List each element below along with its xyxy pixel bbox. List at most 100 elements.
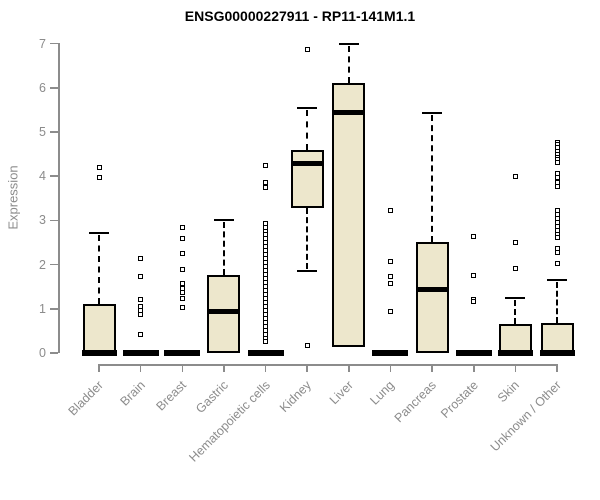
box-3 [207,275,241,353]
whisker-low-line [306,208,309,269]
chart-title: ENSG00000227911 - RP11-141M1.1 [184,8,416,24]
whisker-high-line [98,234,100,305]
outlier-point [387,207,393,213]
outlier-point [387,309,393,315]
median-bar [207,308,241,314]
x-axis-tick [348,364,350,372]
outlier-point [179,295,185,301]
outlier-point [96,175,102,181]
outlier-point [512,265,518,271]
outlier-point [263,339,269,345]
y-tick-label: 1 [39,301,46,316]
outlier-point [387,274,393,280]
x-tick-label: Unknown / Other [487,378,564,455]
whisker-high-cap [213,218,234,221]
outlier-point [512,173,518,179]
outlier-point [554,260,560,266]
y-axis-tick [50,42,58,45]
x-axis-tick [556,364,558,372]
whisker-high-cap [505,297,526,300]
median-bar [372,350,409,356]
outlier-point [179,224,185,230]
y-axis-label: Expression [5,165,21,230]
whisker-high-line [306,110,309,151]
median-bar [290,161,324,167]
outlier-point [179,285,185,291]
y-axis-tick [50,131,58,133]
x-axis-tick [306,364,308,372]
y-axis-tick [50,219,58,222]
x-axis-tick [514,364,517,372]
median-bar [332,110,366,116]
whisker-high-line [556,282,559,323]
y-axis-line [58,43,60,354]
x-axis-tick [223,364,225,372]
y-tick-label: 3 [39,213,46,228]
y-tick-label: 2 [39,257,46,272]
y-axis-tick [50,352,58,354]
y-tick-label: 7 [39,36,46,51]
box-11 [540,322,574,353]
median-bar [415,287,449,293]
box-10 [498,323,532,353]
x-axis-tick [431,364,433,372]
outlier-point [554,175,560,181]
y-tick-label: 5 [39,125,46,139]
whisker-high-cap [338,42,359,45]
outlier-point [387,280,393,286]
outlier-point [179,250,185,256]
median-bar [164,350,201,356]
outlier-point [138,256,144,262]
x-axis-tick [98,364,100,372]
outlier-point [554,234,560,240]
outlier-point [138,332,144,338]
outlier-point [512,240,518,246]
median-bar [539,350,575,356]
outlier-point [138,296,144,302]
whisker-high-cap [89,231,109,234]
whisker-high-line [222,221,225,276]
outlier-point [554,184,560,190]
outlier-point [471,272,477,278]
x-axis-tick [389,364,392,372]
y-axis-tick [50,308,58,310]
outlier-point [554,249,560,255]
y-axis-tick [50,263,58,266]
whisker-high-cap [547,279,568,282]
outlier-point [471,233,477,239]
box-5 [290,150,324,208]
box-8 [415,242,449,353]
whisker-high-line [347,45,350,83]
x-axis-tick [264,364,267,372]
outlier-point [179,235,185,241]
x-axis-tick [139,364,142,372]
box-6 [332,82,366,347]
outlier-point [471,298,477,304]
y-tick-label: 4 [39,169,46,184]
outlier-point [554,170,560,176]
box-0 [82,304,116,353]
x-axis-tick [473,364,475,372]
median-bar [497,350,533,356]
whisker-high-line [431,114,434,243]
outlier-point [96,165,102,171]
outlier-point [263,162,269,168]
outlier-point [138,274,144,280]
whisker-high-cap [422,111,443,114]
outlier-point [304,47,310,53]
median-bar [455,350,492,356]
outlier-point [263,184,269,190]
outlier-point [304,343,310,349]
y-axis-tick [50,175,58,177]
x-axis-tick [181,364,184,372]
outlier-point [179,266,185,272]
y-axis-tick [50,87,58,89]
whisker-high-cap [297,107,318,110]
median-bar [247,350,284,356]
outlier-point [179,290,185,296]
whisker-low-cap [297,269,318,272]
outlier-point [387,258,393,264]
x-axis-line [98,364,558,366]
outlier-point [138,311,144,317]
